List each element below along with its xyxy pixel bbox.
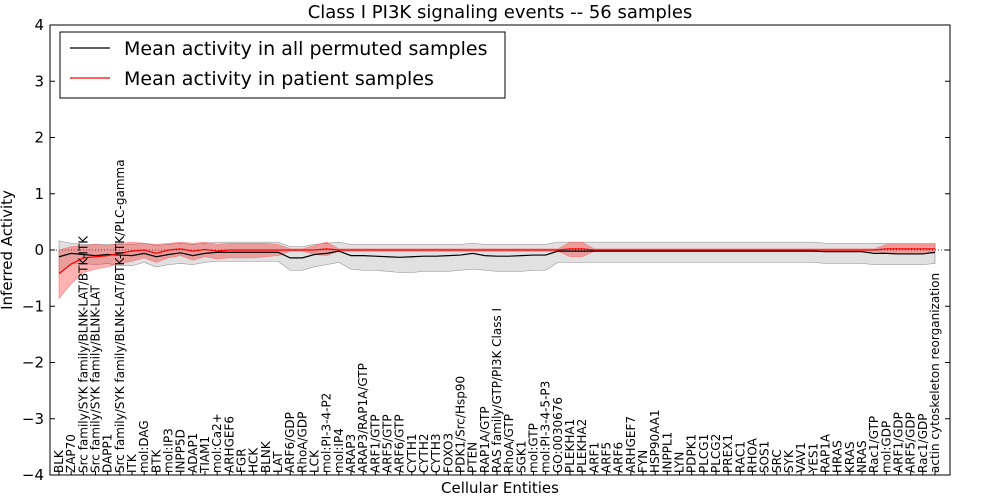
entity-label: HRAS (831, 440, 845, 473)
entity-label: Src family/SYK family/BLNK-LAT (89, 284, 103, 473)
entity-label: RHOA (746, 437, 760, 473)
chart-title: Class I PI3K signaling events -- 56 samp… (308, 2, 693, 23)
patient-mean-line (58, 248, 935, 275)
entity-label: RAS family/GTP/PI3K Class I (490, 308, 504, 473)
entity-label: PLCG2 (709, 434, 723, 473)
entity-label: SGK1 (514, 441, 528, 473)
entity-label: ARF6 (612, 442, 626, 473)
entity-label: ARAP3/RAP1A/GTP (356, 363, 370, 473)
entity-label: ZAP70 (64, 434, 78, 473)
y-tick-label: −3 (22, 410, 44, 428)
entity-label: SRC (770, 449, 784, 473)
entity-label: actin cytoskeleton reorganization (928, 273, 942, 473)
entity-label: TIAM1 (198, 436, 212, 474)
entity-label: FGR (235, 448, 249, 473)
y-tick-label: −2 (22, 354, 44, 372)
y-tick-label: 4 (34, 16, 44, 34)
entity-label: ARAP3 (344, 434, 358, 473)
entity-label: CYTH1 (405, 434, 419, 474)
entity-label: BLNK (259, 440, 273, 473)
entity-label: ARF1/GDP (892, 412, 906, 473)
entity-label: DAPP1 (101, 434, 115, 473)
entity-label: BTK (149, 448, 163, 473)
entity-label: RAP1A/GTP (478, 406, 492, 473)
legend-box (59, 31, 506, 99)
entity-label: Rac1/GDP (916, 414, 930, 473)
entity-label: mol:GDP (879, 421, 893, 473)
entity-label: ARF1 (587, 442, 601, 473)
entity-label: mol:DAG (137, 420, 151, 473)
entity-label: INPPL1 (660, 432, 674, 473)
entity-label: PDK1/Src/Hsp90 (454, 376, 468, 473)
entity-label: ARF6/GDP (283, 412, 297, 473)
entity-label: mol:PI-3-4-P2 (320, 393, 334, 473)
entity-label: NRAS (855, 440, 869, 473)
y-tick-label: −4 (22, 466, 44, 484)
entity-label: Src family/SYK family/BLNK-LAT/BTK-ITK/P… (113, 159, 127, 473)
entity-label: SYK (782, 449, 796, 473)
entity-label: INPP5D (174, 429, 188, 473)
entity-label: mol:IP4 (332, 428, 346, 473)
entity-label: PLCG1 (697, 434, 711, 473)
entity-label: HSP90AA1 (648, 409, 662, 473)
entity-label: RhoA/GTP (502, 414, 516, 473)
entity-label: LCK (308, 449, 322, 473)
entity-label: PDPK1 (685, 434, 699, 473)
entity-label: ADAP1 (186, 433, 200, 473)
patient-range-band (58, 241, 936, 300)
legend-label-patient: Mean activity in patient samples (124, 68, 434, 90)
y-tick-label: 1 (34, 185, 44, 203)
entity-label: mol:GTP (527, 423, 541, 473)
entity-label: GO:0030676 (551, 397, 565, 473)
entity-label: PLEKHA2 (575, 419, 589, 473)
y-axis: 4 3 2 1 0 −1 −2 −3 −4 (22, 16, 950, 484)
plot-area (50, 240, 950, 300)
entity-label: LYN (673, 452, 687, 473)
y-tick-label: 2 (34, 129, 44, 147)
entity-label: ITK (125, 453, 139, 473)
entity-label: PREX1 (721, 434, 735, 473)
entity-label: ARF1/GTP (368, 414, 382, 473)
y-tick-label: −1 (22, 297, 44, 315)
entity-label: BLK (52, 449, 66, 473)
entity-label: mol:IP3 (162, 428, 176, 473)
entity-label: ARF5/GDP (904, 412, 918, 473)
entity-label: Rac1/GTP (867, 416, 881, 473)
x-axis-title: Cellular Entities (441, 479, 559, 497)
entity-label: RhoA/GDP (295, 412, 309, 473)
entity-label: FYN (636, 450, 650, 473)
entity-label: HCK (247, 447, 261, 473)
legend: Mean activity in all permuted samples Me… (59, 31, 506, 99)
entity-label: ARF5/GTP (381, 414, 395, 473)
permuted-mean-line (58, 250, 936, 259)
entity-label: ARF6/GTP (393, 414, 407, 473)
entity-label: PTEN (466, 442, 480, 473)
entity-label: PLEKHA1 (563, 419, 577, 473)
entity-label: SOS1 (758, 441, 772, 473)
entity-label: mol:PI-3-4-5-P3 (539, 381, 553, 473)
entity-label: CYTH2 (417, 434, 431, 474)
entity-label: RAC1 (733, 441, 747, 473)
y-tick-label: 3 (34, 72, 44, 90)
legend-label-permuted: Mean activity in all permuted samples (124, 38, 487, 60)
entity-label: FOXO3 (441, 433, 455, 473)
entity-label: ARHGEF7 (624, 416, 638, 473)
entity-label: RAP1A (819, 433, 833, 473)
y-tick-label: 0 (34, 241, 44, 259)
entity-label: VAV1 (794, 442, 808, 473)
entity-label: mol:Ca2+ (210, 413, 224, 473)
entity-label: ARHGEF6 (222, 416, 236, 473)
y-axis-title: Inferred Activity (0, 190, 16, 310)
entity-label: CYTH3 (429, 434, 443, 474)
entity-label: KRAS (843, 441, 857, 473)
entity-label: YES1 (806, 443, 820, 474)
entity-label: LAT (271, 451, 285, 473)
entity-label: Src family/SYK family/BLNK-LAT/BTK-ITK (76, 235, 90, 473)
entity-label: ARF5 (600, 442, 614, 473)
